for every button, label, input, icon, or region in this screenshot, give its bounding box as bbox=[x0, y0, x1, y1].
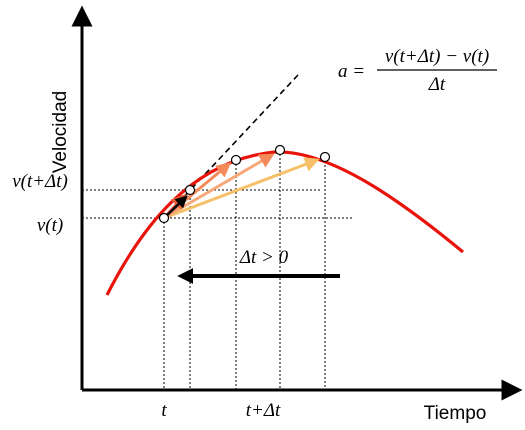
secant-arrow-far bbox=[163, 157, 320, 220]
x-tick-t: t bbox=[161, 400, 167, 421]
y-tick-lower: v(t) bbox=[37, 215, 63, 236]
formula-denominator: Δt bbox=[428, 74, 446, 95]
point-4 bbox=[319, 151, 331, 163]
point-1 bbox=[184, 184, 196, 196]
y-tick-upper: v(t+Δt) bbox=[12, 171, 68, 192]
acceleration-formula: a = v(t+Δt) − v(t) Δt bbox=[338, 46, 497, 95]
velocity-curve bbox=[105, 150, 465, 296]
formula-lhs: a = bbox=[338, 61, 365, 82]
x-axis-label: Tiempo bbox=[424, 403, 487, 424]
point-3 bbox=[274, 144, 286, 156]
guide-lines bbox=[82, 150, 352, 390]
curve-points bbox=[158, 144, 331, 224]
y-axis-label: Velocidad bbox=[50, 91, 71, 173]
x-tick-t-plus-dt: t+Δt bbox=[246, 400, 281, 421]
tangent-line bbox=[163, 74, 299, 219]
point-t bbox=[158, 212, 170, 224]
point-2 bbox=[230, 154, 242, 166]
formula-numerator: v(t+Δt) − v(t) bbox=[385, 46, 489, 67]
secant-arrows bbox=[162, 153, 320, 220]
secant-arrow-peak bbox=[163, 153, 275, 220]
delta-t-note: Δt > 0 bbox=[239, 247, 289, 268]
